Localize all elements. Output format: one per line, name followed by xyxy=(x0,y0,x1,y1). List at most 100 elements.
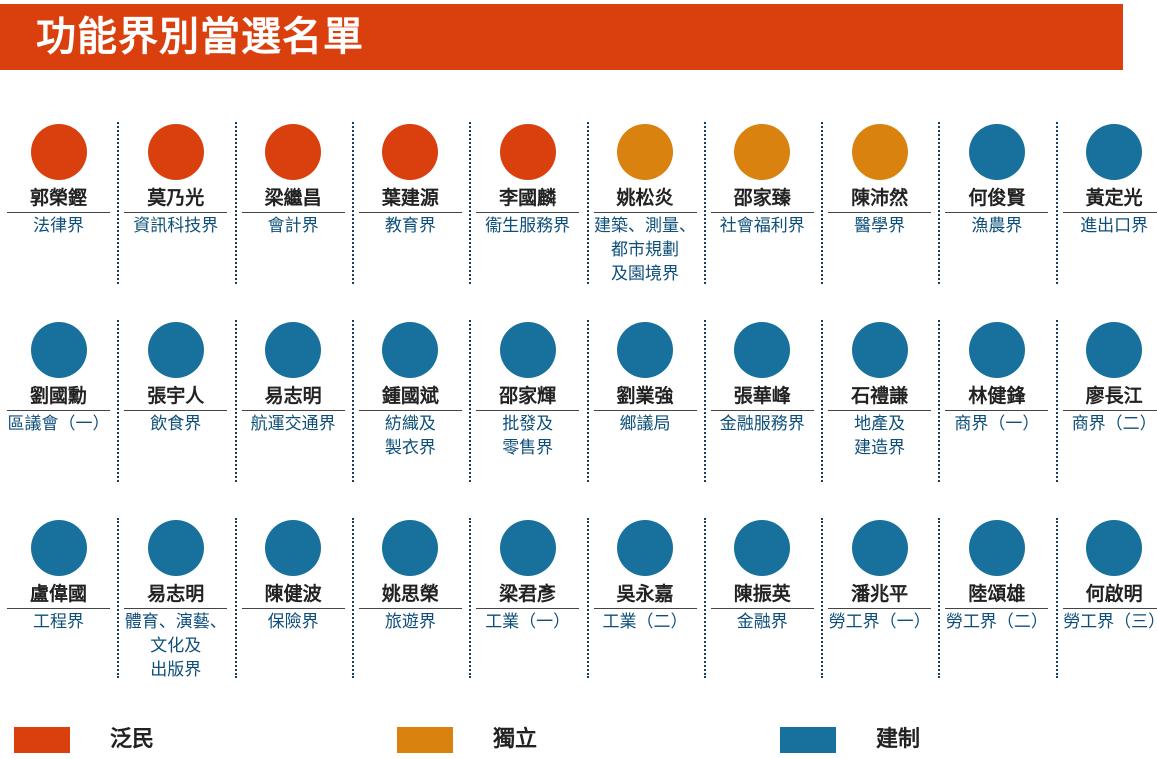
member-sector: 鄉議局 xyxy=(619,414,671,434)
camp-dot xyxy=(734,322,791,378)
page-title: 功能界別當選名單 xyxy=(36,14,364,60)
member-sector: 工業（二） xyxy=(602,612,688,632)
column-divider xyxy=(586,320,589,482)
column-divider xyxy=(938,518,941,678)
member-name: 潘兆平 xyxy=(828,580,932,609)
member-sector: 批發及 零售界 xyxy=(502,414,554,458)
member-name: 易志明 xyxy=(241,382,345,411)
member-name: 邵家臻 xyxy=(710,184,814,213)
column-divider xyxy=(351,320,354,482)
member-sector: 建築、測量、 都市規劃 及園境界 xyxy=(594,216,696,284)
member-card: 陳振英 金融界 xyxy=(703,518,821,708)
column-divider xyxy=(1055,320,1058,482)
member-card: 何啟明 勞工界（三） xyxy=(1055,518,1157,708)
member-name: 吳永嘉 xyxy=(593,580,697,609)
column-divider xyxy=(1055,518,1058,678)
member-name: 黃定光 xyxy=(1062,184,1157,213)
member-name: 張華峰 xyxy=(710,382,814,411)
column-divider xyxy=(234,518,237,678)
member-card: 邵家輝 批發及 零售界 xyxy=(469,320,586,510)
camp-dot xyxy=(968,520,1025,576)
member-card: 陳沛然 醫學界 xyxy=(821,122,938,312)
member-card: 劉業強 鄉議局 xyxy=(586,320,704,510)
member-card: 姚松炎建築、測量、 都市規劃 及園境界 xyxy=(586,122,704,312)
camp-dot xyxy=(617,520,673,576)
member-name: 姚松炎 xyxy=(593,184,697,213)
camp-dot xyxy=(265,520,322,576)
member-card: 陳健波 保險界 xyxy=(234,518,352,708)
member-card: 廖長江商界（二） xyxy=(1055,320,1157,510)
member-card: 吳永嘉工業（二） xyxy=(586,518,704,708)
column-divider xyxy=(117,518,120,678)
member-card: 張華峰 金融服務界 xyxy=(703,320,821,510)
legend-label: 獨立 xyxy=(493,727,538,752)
member-name: 易志明 xyxy=(124,580,228,609)
member-name: 梁繼昌 xyxy=(241,184,345,213)
member-sector: 教育界 xyxy=(384,216,436,236)
camp-dot xyxy=(851,520,908,576)
column-divider xyxy=(469,518,472,678)
camp-dot xyxy=(734,124,791,180)
member-card: 盧偉國 工程界 xyxy=(0,518,117,708)
member-sector: 金融界 xyxy=(736,612,788,632)
member-name: 何啟明 xyxy=(1062,580,1157,609)
column-divider xyxy=(703,122,706,284)
camp-dot xyxy=(30,124,87,180)
camp-dot xyxy=(1086,520,1143,576)
column-divider xyxy=(586,122,589,284)
member-sector: 區議會（一） xyxy=(7,414,110,434)
member-card: 莫乃光 資訊科技界 xyxy=(117,122,234,312)
members-grid: 郭榮鏗 法律界 莫乃光 資訊科技界 梁繼昌 會計界 葉建源 教育界 李國麟 衞生服務界 姚松炎 建築、… xyxy=(0,122,1157,680)
member-sector: 會計界 xyxy=(267,216,319,236)
member-card: 易志明 航運交通界 xyxy=(234,320,352,510)
member-card: 邵家臻 社會福利界 xyxy=(703,122,821,312)
column-divider xyxy=(938,320,941,482)
column-divider xyxy=(351,518,354,678)
member-name: 劉業強 xyxy=(593,382,697,411)
camp-dot xyxy=(382,520,439,576)
member-sector: 商界（二） xyxy=(1071,414,1157,434)
member-card: 林健鋒 商界（一） xyxy=(938,320,1055,510)
member-name: 陳沛然 xyxy=(828,184,932,213)
member-name: 陸頌雄 xyxy=(945,580,1049,609)
camp-dot xyxy=(851,124,908,180)
member-sector: 勞工界（二） xyxy=(945,612,1048,632)
camp-dot xyxy=(30,520,87,576)
member-name: 郭榮鏗 xyxy=(7,184,110,213)
member-card: 石禮謙 地產及 建造界 xyxy=(821,320,938,510)
member-name: 劉國勳 xyxy=(7,382,110,411)
camp-dot xyxy=(1086,124,1143,180)
legend-swatch xyxy=(780,727,836,753)
member-card: 易志明 體育、演藝、 文化及 出版界 xyxy=(117,518,234,708)
member-name: 廖長江 xyxy=(1062,382,1157,411)
member-sector: 社會福利界 xyxy=(719,216,805,236)
member-name: 陳健波 xyxy=(241,580,345,609)
camp-dot xyxy=(1086,322,1143,378)
member-card: 何俊賢 漁農界 xyxy=(938,122,1055,312)
member-sector: 工程界 xyxy=(33,612,84,632)
member-sector: 保險界 xyxy=(267,612,319,632)
member-sector: 衞生服務界 xyxy=(485,216,571,236)
legend-label: 泛民 xyxy=(110,727,155,752)
member-card: 姚思榮 旅遊界 xyxy=(351,518,469,708)
column-divider xyxy=(117,122,120,284)
camp-dot xyxy=(265,322,322,378)
member-name: 李國麟 xyxy=(476,184,580,213)
camp-dot xyxy=(968,322,1025,378)
member-name: 何俊賢 xyxy=(945,184,1049,213)
camp-dot xyxy=(851,322,908,378)
member-card: 劉國勳區議會（一） xyxy=(0,320,117,510)
member-sector: 工業（一） xyxy=(485,612,571,632)
member-name: 莫乃光 xyxy=(124,184,228,213)
camp-dot xyxy=(382,322,439,378)
member-name: 葉建源 xyxy=(358,184,462,213)
column-divider xyxy=(469,320,472,482)
title-bar: 功能界別當選名單 xyxy=(0,4,1123,70)
camp-dot xyxy=(499,124,556,180)
column-divider xyxy=(821,320,824,482)
legend-swatch xyxy=(14,727,70,753)
member-card: 黃定光 進出口界 xyxy=(1055,122,1157,312)
camp-dot xyxy=(968,124,1025,180)
camp-dot xyxy=(382,124,439,180)
member-name: 林健鋒 xyxy=(945,382,1049,411)
